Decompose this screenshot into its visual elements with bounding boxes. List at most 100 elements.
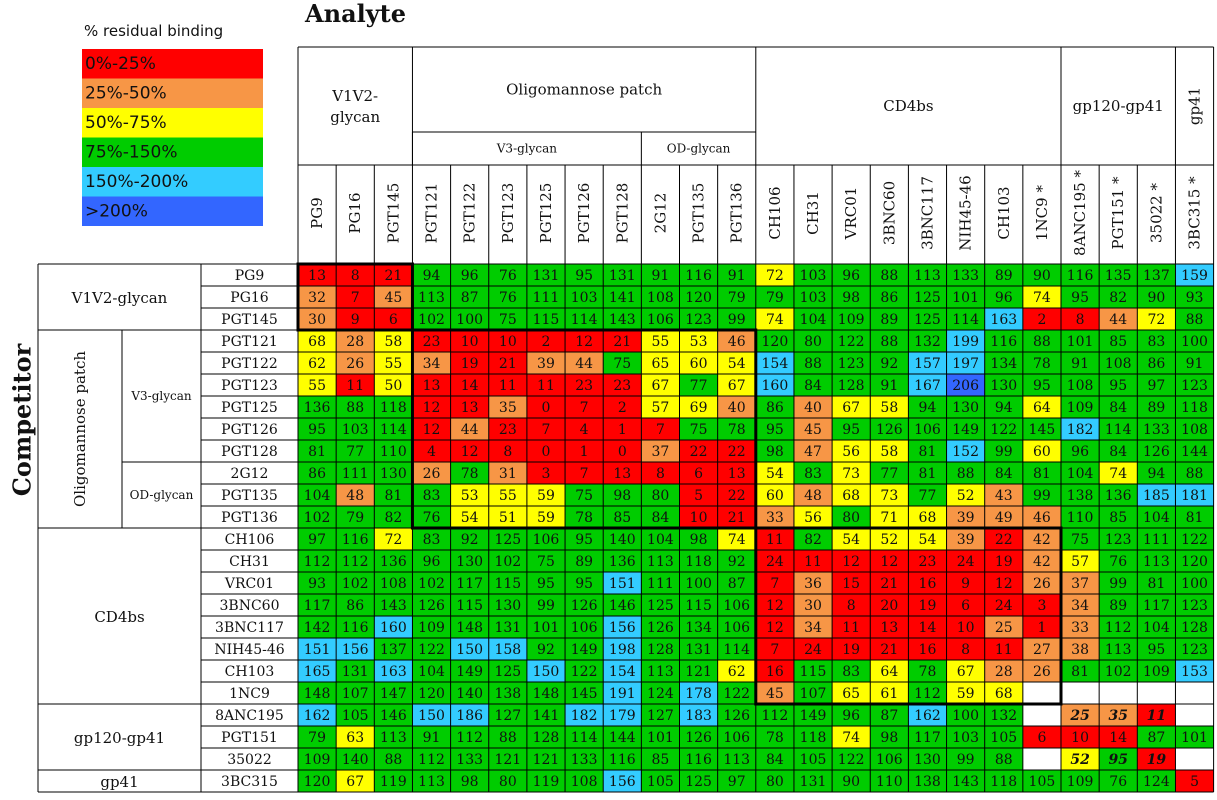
heatmap-cell	[526, 682, 566, 704]
heatmap-cell	[1061, 286, 1100, 308]
cell-value: 58	[880, 444, 898, 460]
heatmap-cell	[412, 264, 451, 286]
heatmap-cell	[336, 286, 375, 308]
heatmap-cell	[870, 572, 909, 594]
heatmap-cell	[450, 550, 489, 572]
heatmap-cell	[1061, 726, 1100, 748]
heatmap-cell	[1137, 616, 1176, 638]
heatmap-cell	[374, 440, 413, 462]
heatmap-cell	[984, 660, 1023, 682]
heatmap-cell	[793, 440, 833, 462]
cell-value: 91	[1071, 356, 1089, 372]
cell-value: 87	[728, 576, 746, 592]
cell-value: 128	[1181, 620, 1208, 636]
heatmap-cell	[946, 572, 985, 594]
cell-value: 145	[1029, 422, 1056, 438]
heatmap-cell	[1099, 550, 1138, 572]
cell-value: 92	[880, 356, 898, 372]
heatmap-cell	[793, 418, 833, 440]
cell-value: 150	[418, 708, 445, 724]
heatmap-cell	[641, 594, 680, 616]
y-axis-label: Competitor	[8, 343, 37, 496]
heatmap-cell	[984, 286, 1023, 308]
heatmap-cell	[793, 264, 833, 286]
cell-value: 118	[990, 774, 1017, 790]
cell-value: 61	[880, 686, 898, 702]
cell-value: 67	[957, 664, 975, 680]
cell-value: 131	[342, 664, 369, 680]
cell-value: 6	[694, 466, 703, 482]
heatmap-cell	[336, 308, 375, 330]
heatmap-cell	[946, 286, 985, 308]
heatmap-cell	[832, 682, 871, 704]
cell-value: 33	[1071, 620, 1089, 636]
heatmap-cell	[1061, 352, 1100, 374]
cell-value: 82	[384, 510, 402, 526]
cell-value: 55	[652, 334, 670, 350]
cell-value: 53	[461, 488, 479, 504]
heatmap-cell	[1099, 638, 1138, 660]
heatmap-cell	[488, 594, 527, 616]
cell-value: 199	[952, 334, 979, 350]
cell-value: 130	[990, 378, 1017, 394]
heatmap-cell	[1061, 396, 1100, 418]
cell-value: 105	[800, 752, 827, 768]
heatmap-cell	[603, 308, 642, 330]
heatmap-cells: 13 8 21 94 96 76 131 95 131 91 116 91 72 103 96 88 113 13…	[298, 264, 1214, 792]
cell-value: 12	[461, 444, 479, 460]
cell-value: 126	[723, 708, 750, 724]
cell-value: 75	[499, 312, 517, 328]
heatmap-cell	[984, 726, 1023, 748]
heatmap-cell	[946, 726, 985, 748]
cell-value: 140	[342, 752, 369, 768]
cell-value: 95	[842, 422, 860, 438]
cell-value: 26	[1033, 664, 1051, 680]
heatmap-cell	[526, 264, 566, 286]
legend-label: 50%-75%	[85, 113, 167, 133]
cell-value: 96	[461, 268, 479, 284]
row-label: 8ANC195	[215, 708, 284, 724]
row-label: PGT136	[221, 510, 278, 526]
cell-value: 125	[914, 312, 941, 328]
cell-value: 80	[766, 774, 784, 790]
heatmap-cell	[336, 660, 375, 682]
cell-value: 40	[728, 400, 746, 416]
column-label: PGT123	[499, 183, 517, 244]
heatmap-cell	[374, 352, 413, 374]
heatmap-cell	[488, 264, 527, 286]
cell-value: 11	[842, 620, 860, 636]
heatmap-cell	[679, 682, 718, 704]
heatmap-cell	[298, 682, 337, 704]
heatmap-cell	[1099, 660, 1138, 682]
heatmap-cell	[1137, 330, 1176, 352]
heatmap-cell	[793, 396, 833, 418]
cell-value: 106	[723, 730, 750, 746]
heatmap-cell	[1137, 462, 1176, 484]
cell-value: 109	[1067, 400, 1094, 416]
heatmap-cell	[374, 286, 413, 308]
heatmap-cell	[717, 418, 756, 440]
legend-swatch	[82, 49, 263, 79]
heatmap-cell	[908, 462, 947, 484]
heatmap-cell	[641, 396, 680, 418]
cell-value: 31	[499, 466, 517, 482]
heatmap-cell	[1137, 286, 1176, 308]
heatmap-cell	[1137, 660, 1176, 682]
cell-value: 109	[304, 752, 331, 768]
heatmap-cell	[717, 330, 756, 352]
row-label: PGT126	[221, 422, 278, 438]
heatmap-cell	[641, 374, 680, 396]
heatmap-cell	[412, 506, 451, 528]
cell-value: 85	[1109, 334, 1127, 350]
cell-value: 111	[1143, 532, 1170, 548]
cell-value: 7	[580, 466, 589, 482]
row-label: PGT125	[221, 400, 278, 416]
row-label: 1NC9	[229, 686, 270, 702]
heatmap-cell	[755, 726, 794, 748]
heatmap-cell	[679, 506, 718, 528]
cell-value: 122	[418, 642, 445, 658]
heatmap-cell	[526, 396, 566, 418]
cell-value: 64	[880, 664, 898, 680]
cell-value: 178	[685, 686, 712, 702]
heatmap-cell	[1175, 352, 1214, 374]
